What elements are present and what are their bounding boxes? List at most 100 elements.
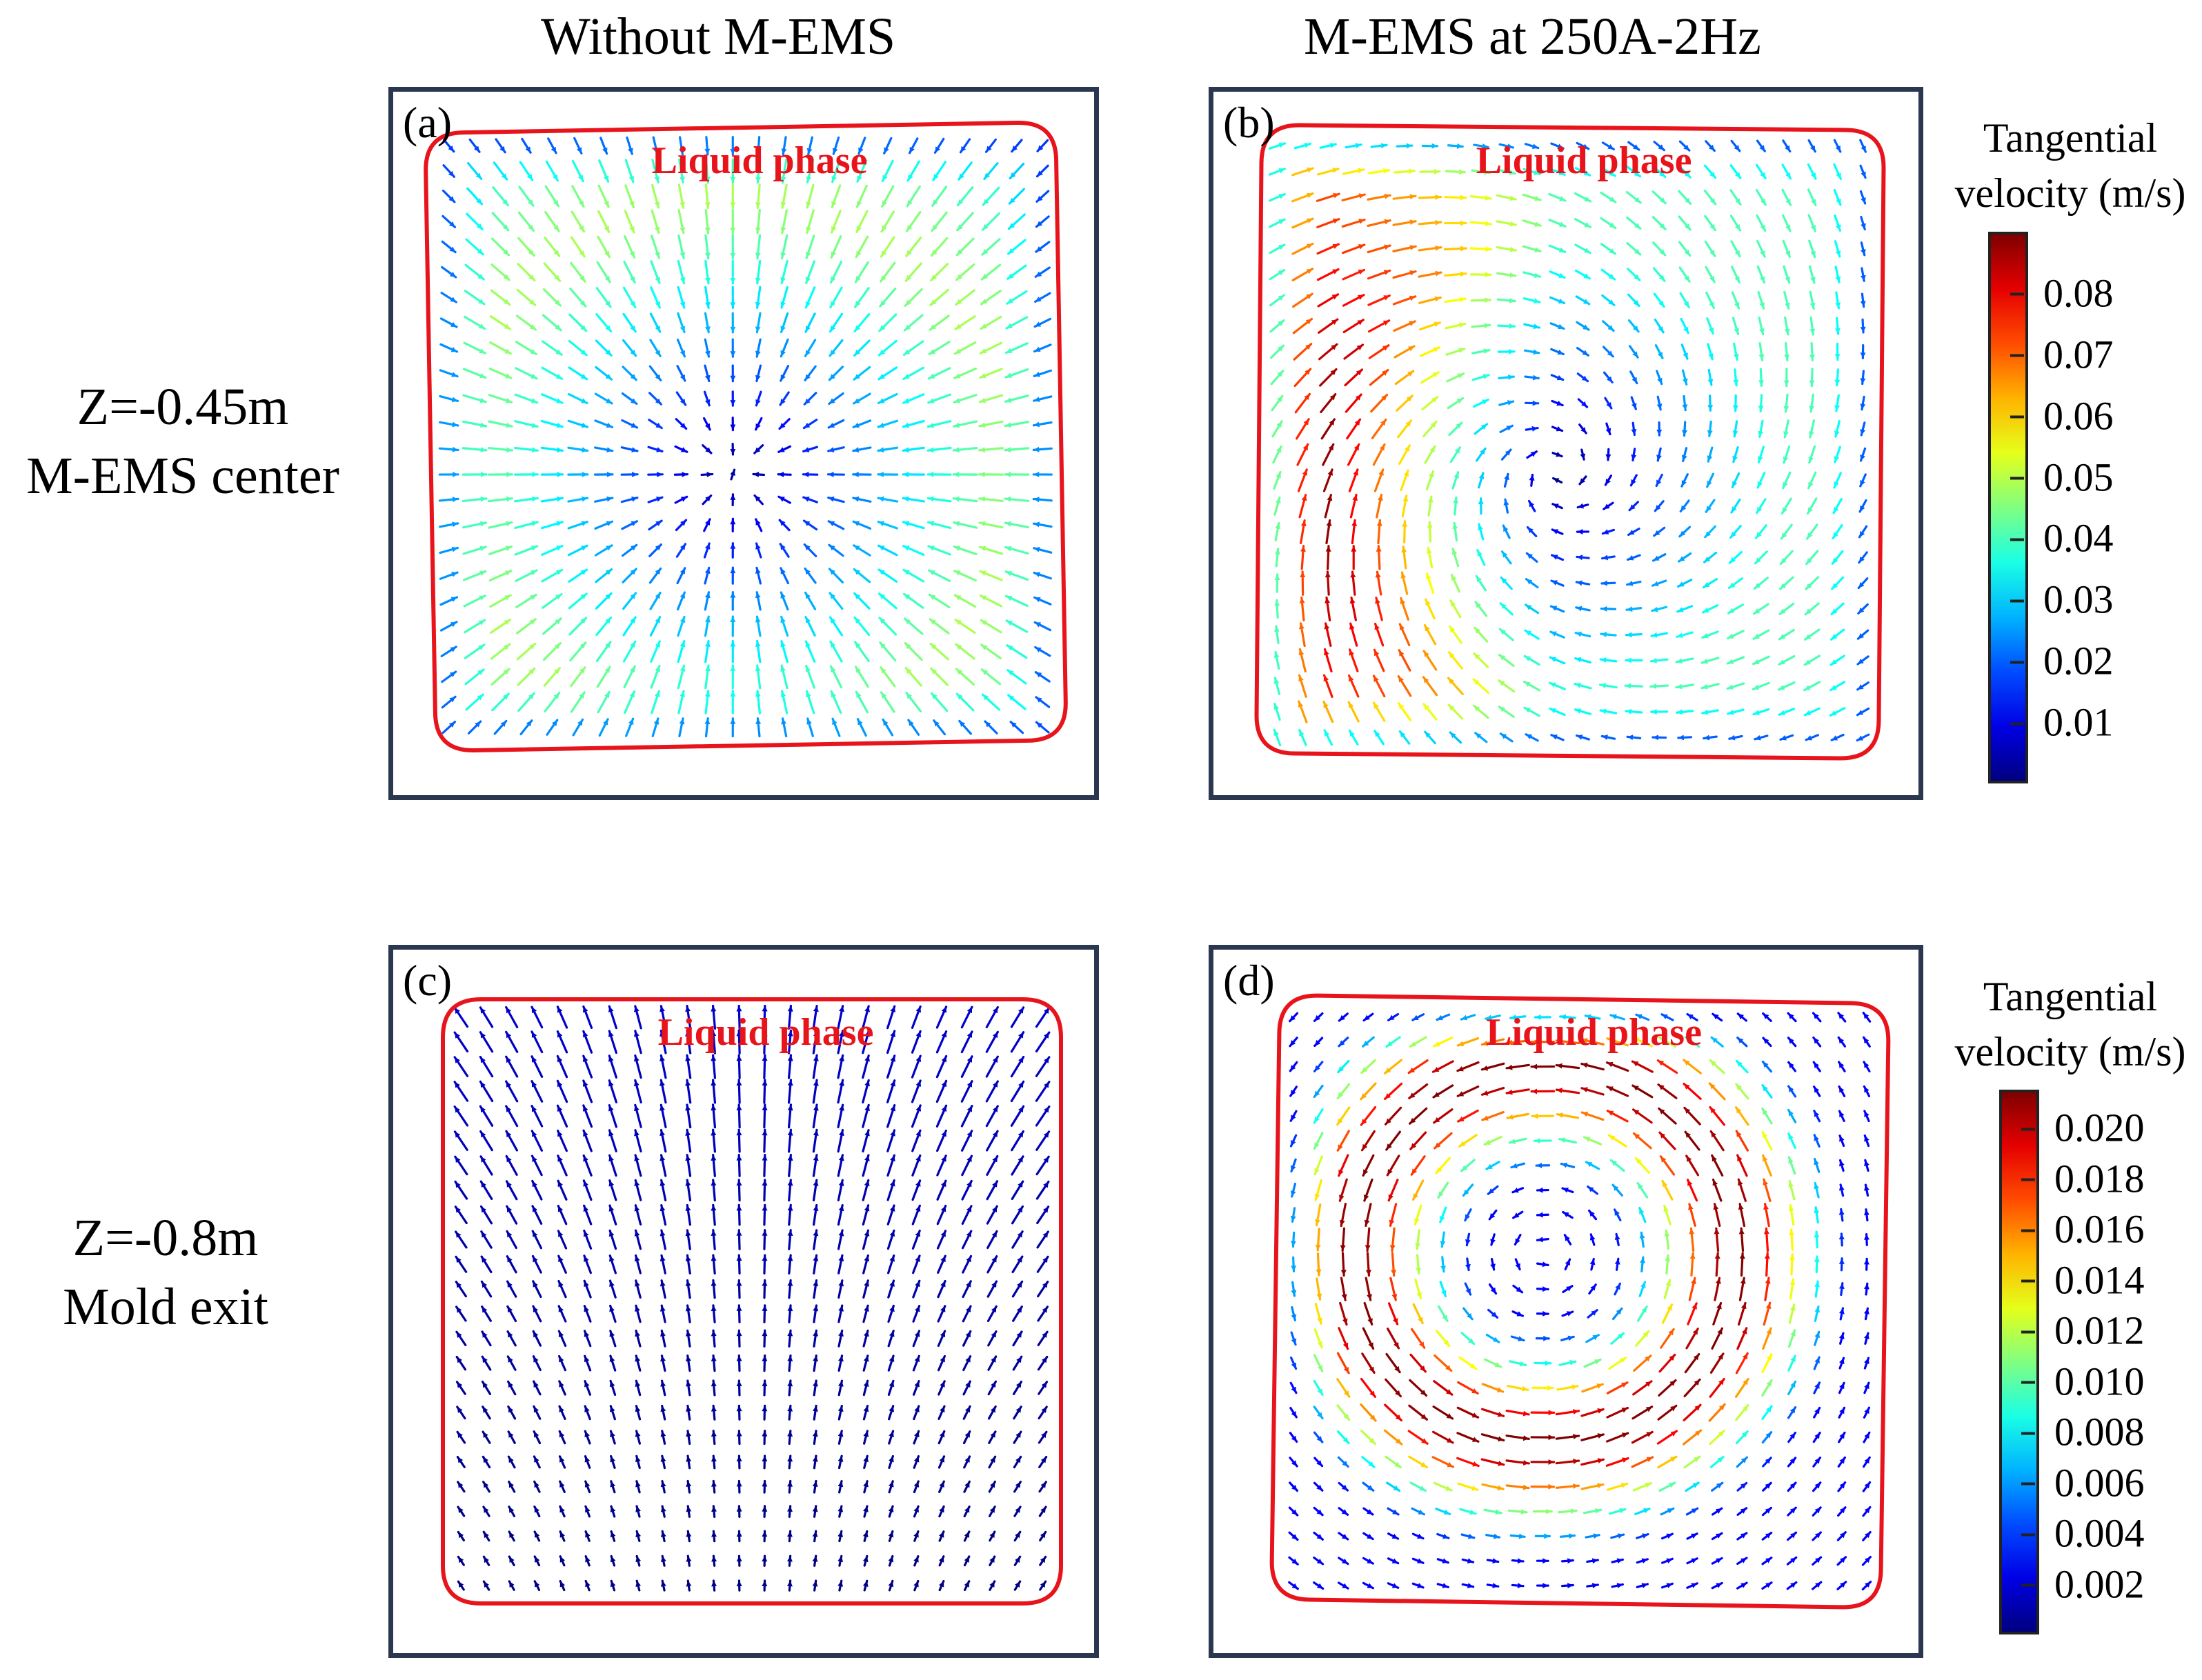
velocity-arrowhead bbox=[915, 1255, 920, 1262]
velocity-arrowhead bbox=[980, 595, 987, 601]
velocity-arrowhead bbox=[1741, 1328, 1747, 1334]
velocity-arrowhead bbox=[1580, 427, 1587, 433]
velocity-arrowhead bbox=[660, 1330, 666, 1337]
velocity-arrowhead bbox=[505, 373, 511, 379]
velocity-arrowhead bbox=[1668, 1329, 1674, 1336]
velocity-arrowhead bbox=[1553, 478, 1560, 483]
velocity-arrowhead bbox=[1760, 224, 1765, 231]
velocity-arrowhead bbox=[915, 1130, 921, 1137]
velocity-arrowhead bbox=[1358, 193, 1365, 199]
row-label-top-line2: M-EMS center bbox=[26, 447, 339, 505]
velocity-arrowhead bbox=[1591, 1310, 1598, 1316]
velocity-arrowhead bbox=[955, 348, 962, 354]
velocity-arrowhead bbox=[940, 1356, 945, 1363]
velocity-arrowhead bbox=[954, 373, 961, 379]
velocity-arrowhead bbox=[1475, 732, 1482, 739]
velocity-arrowhead bbox=[528, 643, 535, 650]
velocity-arrowhead bbox=[1706, 506, 1712, 512]
velocity-arrowhead bbox=[480, 1032, 486, 1039]
velocity-arrowhead bbox=[1291, 1139, 1296, 1146]
velocity-arrowhead bbox=[655, 252, 660, 258]
velocity-arrowhead bbox=[1356, 344, 1363, 350]
velocity-arrowhead bbox=[1551, 606, 1558, 611]
velocity-arrowhead bbox=[605, 349, 612, 356]
velocity-arrowhead bbox=[986, 146, 992, 152]
velocity-arrowhead bbox=[730, 177, 736, 183]
velocity-arrowhead bbox=[1634, 1133, 1640, 1139]
velocity-arrowhead bbox=[1461, 1165, 1468, 1171]
velocity-arrowhead bbox=[1718, 1430, 1725, 1437]
velocity-arrowhead bbox=[1567, 1335, 1574, 1341]
velocity-arrowhead bbox=[1474, 706, 1480, 712]
velocity-arrowhead bbox=[813, 1030, 819, 1037]
velocity-arrowhead bbox=[1738, 1013, 1744, 1020]
velocity-arrowhead bbox=[1015, 1557, 1020, 1563]
velocity-arrowhead bbox=[755, 495, 761, 502]
velocity-arrowhead bbox=[704, 519, 711, 526]
velocity-arrowhead bbox=[660, 1406, 666, 1412]
velocity-arrowhead bbox=[630, 325, 636, 332]
velocity-arrowhead bbox=[1358, 244, 1365, 250]
velocity-arrowhead bbox=[906, 668, 912, 674]
velocity-arrowhead bbox=[730, 252, 736, 259]
velocity-arrowhead bbox=[889, 1230, 895, 1237]
velocity-arrowhead bbox=[787, 1179, 793, 1186]
velocity-arrowhead bbox=[864, 1306, 869, 1312]
velocity-arrowhead bbox=[889, 1456, 894, 1463]
velocity-arrowhead bbox=[1534, 170, 1540, 175]
velocity-arrowhead bbox=[762, 1330, 768, 1337]
velocity-arrowhead bbox=[585, 1506, 591, 1513]
velocity-arrowhead bbox=[1008, 248, 1015, 254]
velocity-arrowhead bbox=[1765, 1483, 1772, 1489]
velocity-arrowhead bbox=[585, 1581, 591, 1588]
colorbar-tick-label: 0.020 bbox=[2021, 1105, 2145, 1150]
velocity-arrowhead bbox=[1355, 394, 1362, 401]
velocity-arrowhead bbox=[1342, 1342, 1349, 1349]
velocity-arrowhead bbox=[1316, 1534, 1323, 1540]
velocity-arrowhead bbox=[1276, 446, 1282, 453]
velocity-arrowhead bbox=[529, 324, 536, 330]
velocity-arrowhead bbox=[532, 1206, 538, 1212]
velocity-arrowhead bbox=[579, 667, 585, 674]
velocity-arrowhead bbox=[604, 667, 611, 673]
velocity-arrowhead bbox=[1451, 548, 1458, 555]
velocity-arrowhead bbox=[1509, 323, 1515, 329]
velocity-arrowhead bbox=[1580, 453, 1586, 460]
velocity-arrowhead bbox=[1652, 606, 1658, 612]
velocity-arrowhead bbox=[1857, 710, 1864, 715]
velocity-arrowhead bbox=[1391, 1533, 1398, 1539]
velocity-arrowhead bbox=[1404, 445, 1410, 452]
velocity-arrowhead bbox=[1015, 1481, 1021, 1488]
velocity-arrowhead bbox=[1291, 1534, 1298, 1540]
velocity-arrowhead bbox=[1584, 196, 1591, 201]
velocity-arrowhead bbox=[584, 1406, 590, 1412]
velocity-arrowhead bbox=[1423, 677, 1429, 683]
velocity-arrowhead bbox=[1838, 1061, 1845, 1068]
velocity-arrowhead bbox=[1676, 632, 1683, 639]
velocity-arrowhead bbox=[831, 226, 837, 232]
velocity-arrowhead bbox=[1274, 600, 1280, 606]
velocity-arrowhead bbox=[1718, 1404, 1725, 1411]
velocity-arrowhead bbox=[882, 174, 888, 181]
velocity-arrowhead bbox=[941, 1130, 946, 1137]
velocity-arrowhead bbox=[507, 1256, 513, 1263]
velocity-arrowhead bbox=[1516, 1311, 1523, 1317]
velocity-arrowhead bbox=[1830, 710, 1837, 716]
velocity-arrowhead bbox=[1790, 1330, 1796, 1337]
velocity-arrowhead bbox=[906, 250, 912, 257]
velocity-arrowhead bbox=[704, 543, 711, 550]
velocity-arrowhead bbox=[1537, 1212, 1543, 1218]
velocity-arrowhead bbox=[484, 1557, 489, 1563]
velocity-arrowhead bbox=[1702, 632, 1709, 639]
velocity-arrowhead bbox=[1273, 652, 1280, 659]
velocity-arrowhead bbox=[1788, 1205, 1794, 1212]
velocity-arrowhead bbox=[1834, 379, 1841, 386]
velocity-arrowhead bbox=[1340, 1270, 1347, 1276]
velocity-arrowhead bbox=[877, 447, 884, 453]
velocity-arrowhead bbox=[1625, 657, 1631, 663]
velocity-arrowhead bbox=[1584, 248, 1591, 253]
velocity-arrowhead bbox=[660, 1481, 666, 1488]
velocity-arrowhead bbox=[1556, 1038, 1563, 1044]
velocity-arrowhead bbox=[1607, 325, 1614, 331]
velocity-arrowhead bbox=[787, 1104, 793, 1111]
